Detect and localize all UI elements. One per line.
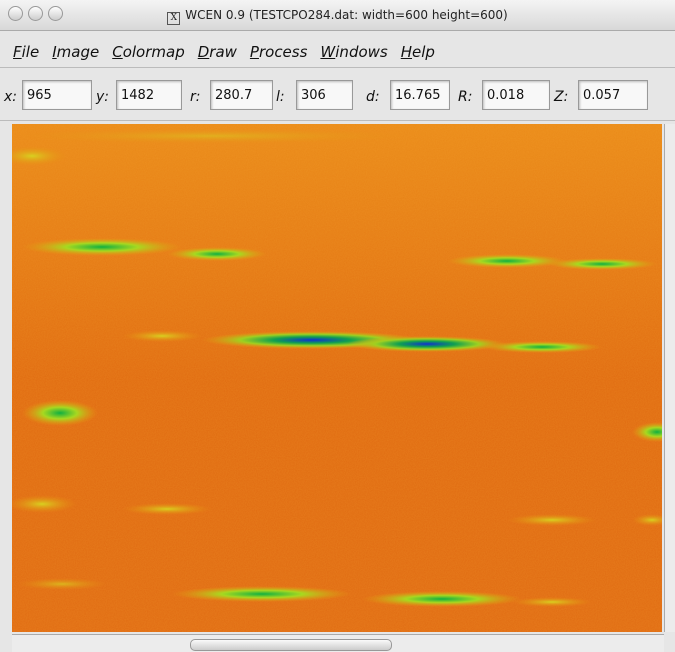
- app-window: X WCEN 0.9 (TESTCPO284.dat: width=600 hei…: [0, 0, 675, 651]
- menu-item[interactable]: Process: [250, 43, 308, 61]
- field-value[interactable]: 1482: [116, 80, 182, 110]
- field-value[interactable]: 280.7: [210, 80, 273, 110]
- field-label: x:: [4, 89, 17, 105]
- menu-item[interactable]: Image: [52, 43, 99, 61]
- menu-item[interactable]: File: [13, 43, 39, 61]
- menu-item[interactable]: Colormap: [112, 43, 185, 61]
- field-label: r:: [190, 89, 200, 105]
- field-label: d:: [366, 89, 380, 105]
- field-value[interactable]: 16.765: [390, 80, 450, 110]
- field-value[interactable]: 965: [22, 80, 92, 110]
- field-label: y:: [96, 89, 109, 105]
- x11-icon: X: [167, 12, 180, 25]
- window-title: WCEN 0.9 (TESTCPO284.dat: width=600 heig…: [185, 8, 507, 22]
- menu-item[interactable]: Draw: [198, 43, 237, 61]
- vertical-scrollbar[interactable]: [664, 124, 675, 632]
- field-label: R:: [458, 89, 472, 105]
- scroll-thumb[interactable]: [190, 639, 392, 651]
- menu-bar: File Image Colormap Draw Process Windows Help: [0, 37, 675, 68]
- horizontal-scrollbar[interactable]: [12, 634, 664, 652]
- field-value[interactable]: 306: [296, 80, 353, 110]
- window-title-row: X WCEN 0.9 (TESTCPO284.dat: width=600 hei…: [0, 8, 675, 25]
- field-label: l:: [276, 89, 285, 105]
- diffraction-image: [12, 124, 662, 632]
- menu-item[interactable]: Windows: [320, 43, 387, 61]
- field-value[interactable]: 0.057: [578, 80, 648, 110]
- field-label: Z:: [554, 89, 568, 105]
- menu-item[interactable]: Help: [401, 43, 435, 61]
- title-bar: X WCEN 0.9 (TESTCPO284.dat: width=600 hei…: [0, 0, 675, 31]
- field-value[interactable]: 0.018: [482, 80, 550, 110]
